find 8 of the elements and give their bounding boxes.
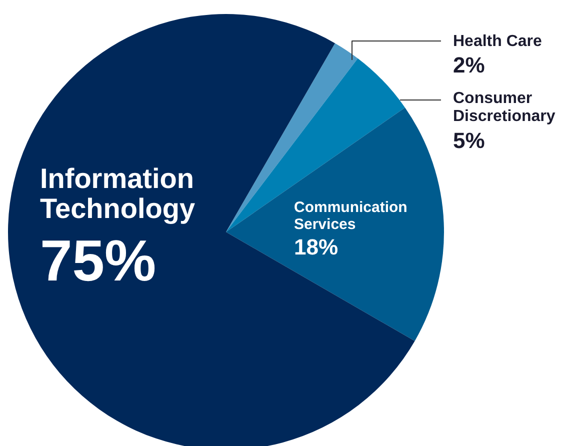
slice-label: Communication Services xyxy=(294,199,408,233)
data-label: 5% xyxy=(453,128,485,153)
slice-label: Information Technology xyxy=(40,163,196,224)
slice-label: Consumer Discretionary xyxy=(453,90,556,125)
data-label: 2% xyxy=(453,52,485,78)
data-label: 75% xyxy=(40,228,156,294)
slice-label: Health Care xyxy=(453,33,542,50)
data-label: 18% xyxy=(294,234,338,260)
